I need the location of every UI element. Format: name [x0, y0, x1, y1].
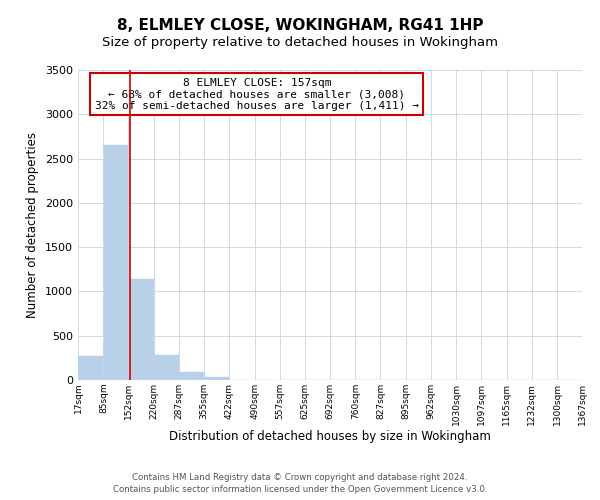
- Bar: [78, 356, 103, 380]
- Text: 8, ELMLEY CLOSE, WOKINGHAM, RG41 1HP: 8, ELMLEY CLOSE, WOKINGHAM, RG41 1HP: [117, 18, 483, 32]
- Text: Contains HM Land Registry data © Crown copyright and database right 2024.: Contains HM Land Registry data © Crown c…: [132, 472, 468, 482]
- X-axis label: Distribution of detached houses by size in Wokingham: Distribution of detached houses by size …: [169, 430, 491, 444]
- Text: Contains public sector information licensed under the Open Government Licence v3: Contains public sector information licen…: [113, 485, 487, 494]
- Text: 8 ELMLEY CLOSE: 157sqm
← 68% of detached houses are smaller (3,008)
32% of semi-: 8 ELMLEY CLOSE: 157sqm ← 68% of detached…: [95, 78, 419, 111]
- Y-axis label: Number of detached properties: Number of detached properties: [26, 132, 40, 318]
- Text: Size of property relative to detached houses in Wokingham: Size of property relative to detached ho…: [102, 36, 498, 49]
- Bar: [205, 377, 229, 380]
- Bar: [179, 372, 204, 380]
- Bar: [154, 355, 179, 380]
- Bar: [128, 279, 154, 380]
- Bar: [104, 146, 128, 380]
